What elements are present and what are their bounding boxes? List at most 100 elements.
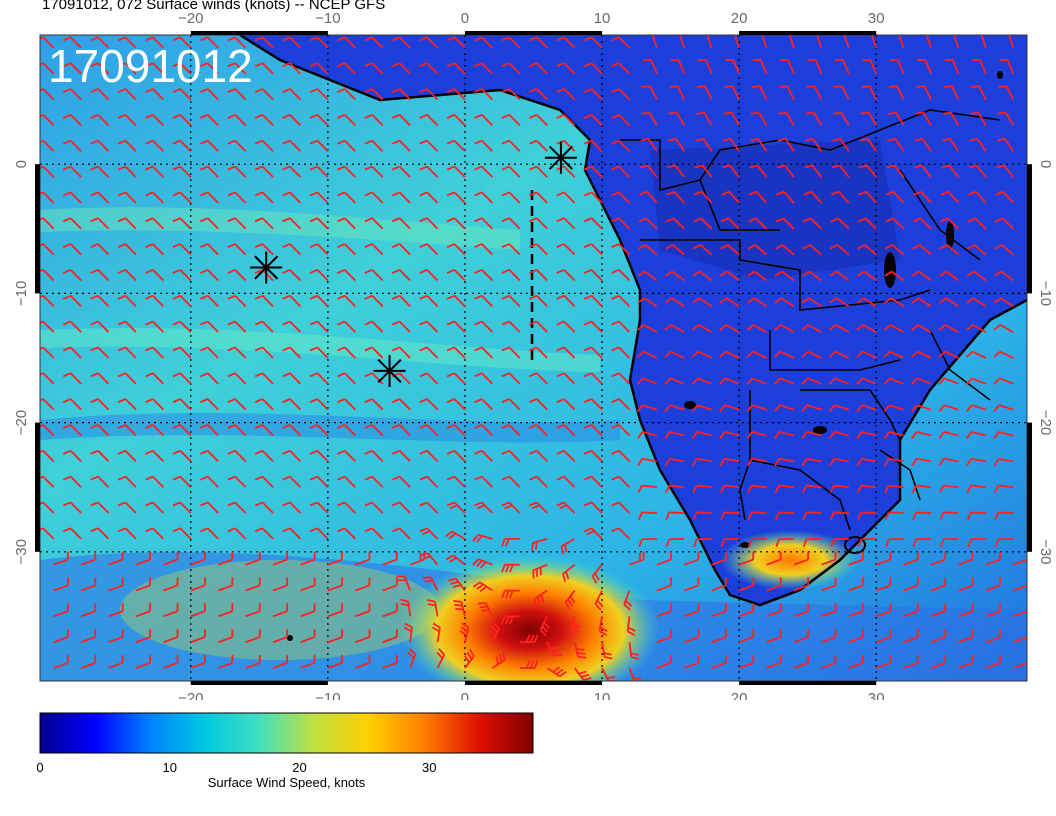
wind-barb — [531, 538, 548, 552]
wind-barb — [90, 139, 110, 152]
wind-barb — [556, 88, 576, 101]
wind-barb — [774, 511, 794, 521]
wind-barb — [583, 449, 603, 462]
wind-barb — [528, 191, 548, 204]
wind-barb — [972, 59, 987, 75]
wind-barb — [245, 577, 261, 592]
wind-barb — [1012, 603, 1027, 618]
wind-barb — [227, 398, 247, 411]
wind-barb — [327, 654, 343, 669]
wind-barb — [446, 217, 466, 230]
wind-barb — [856, 404, 877, 412]
wind-barb — [766, 603, 782, 618]
wind-barb — [282, 268, 302, 282]
wind-barb — [419, 501, 439, 514]
wind-barb — [999, 59, 1015, 75]
wind-barb — [62, 243, 82, 256]
wind-barb — [856, 324, 877, 333]
wind-barb — [62, 36, 82, 49]
wind-barb — [172, 88, 192, 101]
wind-barb — [199, 217, 219, 230]
wind-barb — [227, 475, 247, 488]
wind-barb — [172, 372, 192, 385]
wind-barb — [117, 113, 137, 127]
wind-barb — [862, 59, 878, 75]
wind-barb — [62, 398, 82, 411]
wind-barb — [227, 294, 247, 307]
wind-barb — [719, 404, 740, 412]
wind-barb — [848, 654, 864, 669]
wind-barb — [998, 85, 1015, 101]
wind-barb — [117, 501, 137, 514]
wind-barb — [501, 243, 521, 256]
wind-barb — [199, 191, 219, 204]
wind-barb — [245, 629, 261, 644]
wind-barb — [254, 398, 274, 411]
wind-barb — [848, 577, 864, 592]
wind-barb — [691, 431, 712, 440]
wind-barb — [636, 377, 658, 385]
lat-label-right: −20 — [1037, 410, 1054, 435]
wind-barb — [40, 62, 55, 75]
wind-barb — [90, 88, 110, 101]
wind-barb — [720, 217, 740, 230]
wind-barb — [117, 217, 137, 230]
wind-barb — [640, 137, 658, 152]
wind-barb — [477, 602, 494, 617]
wind-barb — [364, 424, 384, 437]
wind-barb — [501, 346, 521, 359]
wind-barb — [993, 324, 1014, 333]
wind-barb — [172, 346, 192, 359]
wind-barb — [611, 62, 631, 75]
wind-barb — [994, 511, 1014, 521]
wind-barb — [309, 449, 329, 462]
wind-barb — [117, 527, 137, 540]
wind-barb — [40, 346, 55, 359]
wind-barb — [145, 449, 165, 462]
wind-barb — [382, 654, 398, 669]
wind-barb — [337, 268, 356, 282]
wind-barb — [501, 88, 521, 101]
wind-barb — [903, 654, 919, 669]
wind-barb — [190, 577, 206, 592]
frame-bar-right — [1027, 164, 1032, 294]
wind-barb — [637, 457, 658, 467]
wind-barb — [254, 449, 274, 462]
wind-barb — [40, 88, 55, 101]
wind-barb — [117, 36, 137, 49]
wind-barb — [419, 113, 439, 127]
wind-barb — [725, 59, 740, 75]
wind-barb — [472, 558, 493, 569]
wind-barb — [446, 475, 466, 488]
wind-barb — [997, 111, 1015, 126]
wind-barb — [172, 217, 192, 230]
wind-barb — [583, 88, 603, 101]
wind-barb — [993, 297, 1014, 308]
lon-label-top: 10 — [594, 10, 611, 27]
wind-barb — [642, 85, 658, 101]
wind-barb — [665, 511, 685, 521]
wind-barb — [967, 217, 987, 230]
wind-barb — [583, 243, 603, 256]
wind-barb — [474, 294, 494, 307]
wind-barb — [828, 431, 850, 440]
wind-barb — [254, 217, 274, 230]
wind-barb — [966, 297, 987, 308]
wind-barb — [903, 551, 919, 566]
wind-barb — [746, 324, 767, 333]
wind-barb — [474, 191, 494, 204]
wind-barb — [556, 372, 576, 385]
wind-barb — [501, 372, 521, 385]
wind-barb — [638, 244, 658, 256]
wind-barb — [145, 243, 165, 256]
wind-barb — [419, 165, 439, 178]
wind-barb — [939, 537, 959, 548]
wind-barb — [857, 511, 877, 521]
wind-barb — [583, 294, 603, 307]
wind-barb — [199, 139, 219, 152]
wind-barb — [1012, 551, 1027, 566]
wind-barb — [806, 85, 823, 101]
lat-label-left: −20 — [13, 410, 30, 435]
wind-barb — [664, 404, 685, 412]
wind-barb — [172, 475, 192, 488]
